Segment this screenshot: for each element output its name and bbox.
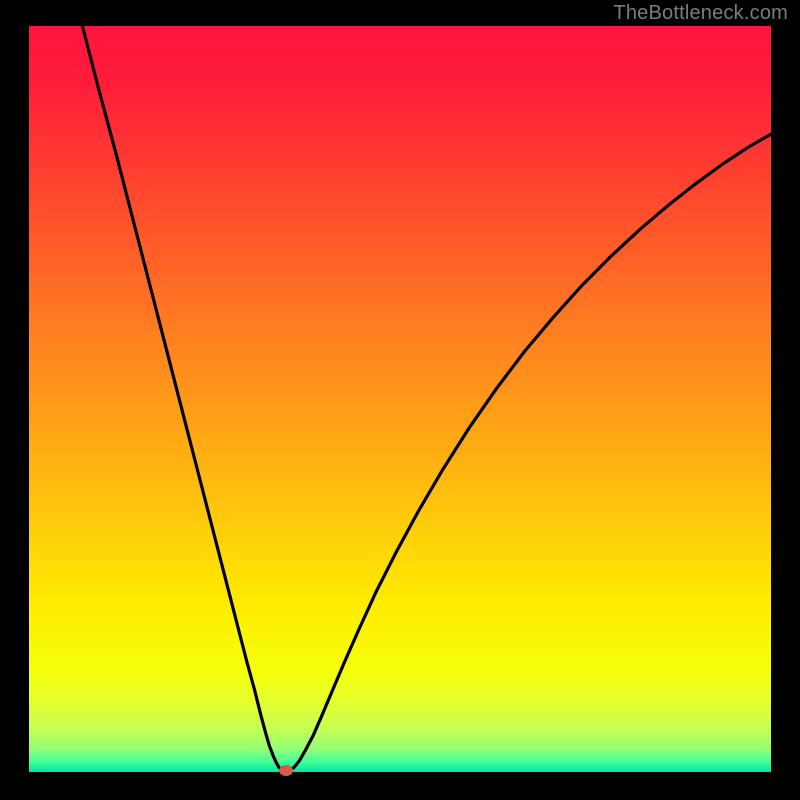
chart-stage: TheBottleneck.com xyxy=(0,0,800,800)
plot-area xyxy=(29,26,771,772)
optimal-point-marker xyxy=(279,765,293,776)
bottleneck-curve xyxy=(29,26,771,772)
watermark-text: TheBottleneck.com xyxy=(613,2,788,25)
